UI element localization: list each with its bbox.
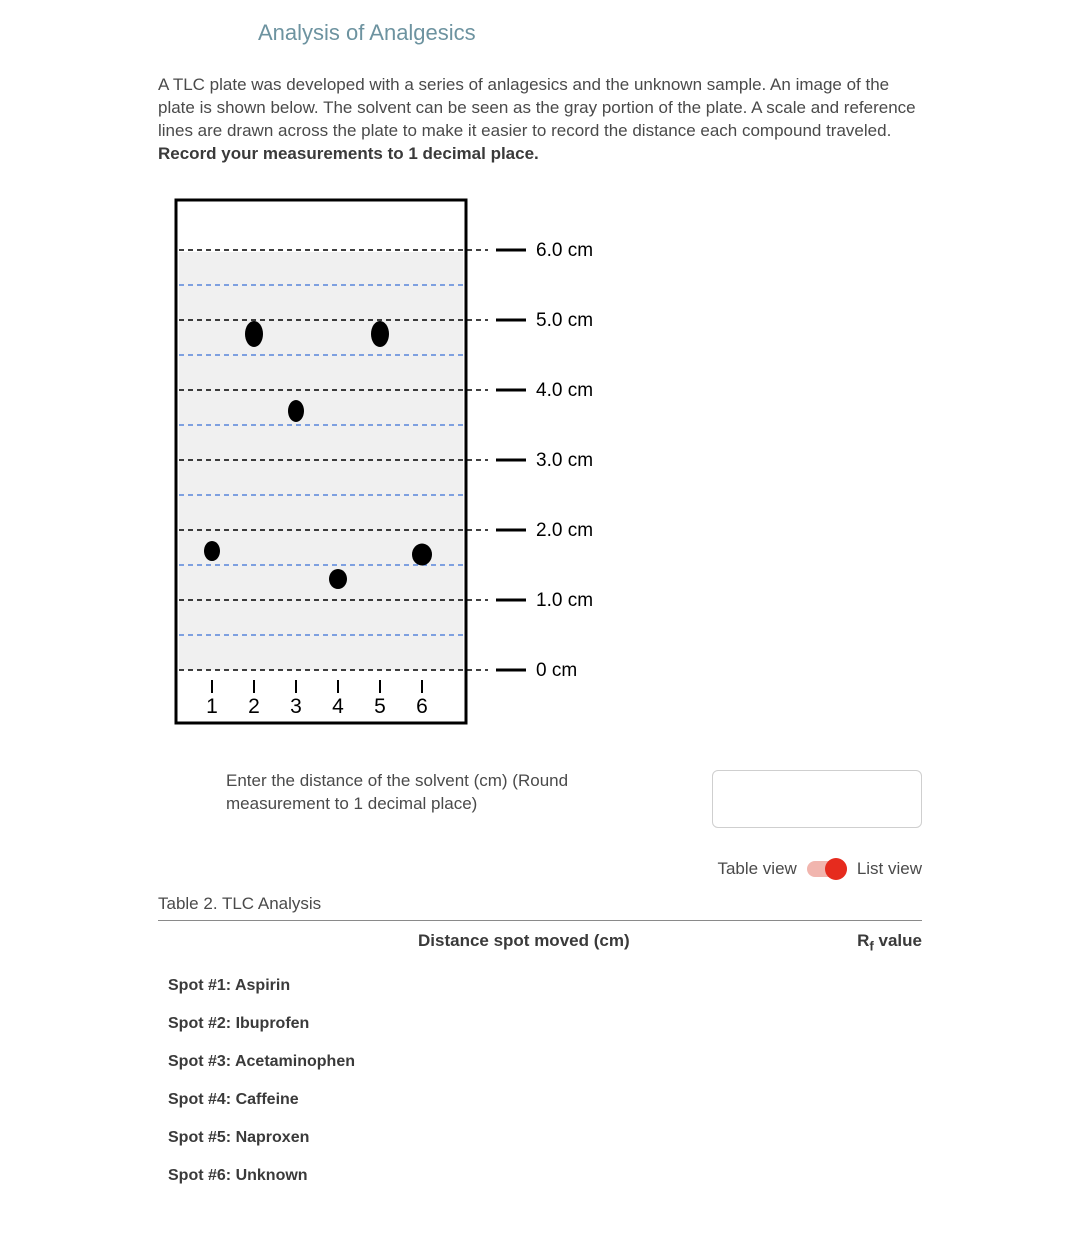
svg-text:5: 5 <box>374 695 386 718</box>
solvent-distance-input[interactable] <box>712 770 922 828</box>
table-caption: Table 2. TLC Analysis <box>158 894 922 914</box>
table-header-row: Distance spot moved (cm) Rf value <box>158 921 922 967</box>
table-view-label: Table view <box>717 859 796 879</box>
table-row: Spot #5: Naproxen <box>158 1119 922 1157</box>
intro-paragraph: A TLC plate was developed with a series … <box>158 74 922 166</box>
table-row: Spot #4: Caffeine <box>158 1081 922 1119</box>
intro-text: A TLC plate was developed with a series … <box>158 75 916 140</box>
page-title: Analysis of Analgesics <box>258 20 922 46</box>
tlc-plate-diagram: 0 cm 1.0 cm 2.0 cm 3.0 cm 4.0 cm 5.0 cm 6.0 cm… <box>166 190 636 730</box>
tlc-plate-svg: 0 cm 1.0 cm 2.0 cm 3.0 cm 4.0 cm 5.0 cm 6.0 cm… <box>166 190 636 730</box>
table-header-rf: Rf value <box>812 931 922 953</box>
table-row: Spot #3: Acetaminophen <box>158 1043 922 1081</box>
svg-text:2: 2 <box>248 695 260 718</box>
table-header-blank <box>158 931 418 953</box>
svg-text:3: 3 <box>290 695 302 718</box>
svg-text:4: 4 <box>332 695 344 718</box>
table-row: Spot #1: Aspirin <box>158 967 922 1005</box>
svg-text:2.0 cm: 2.0 cm <box>536 520 593 541</box>
svg-text:6.0 cm: 6.0 cm <box>536 240 593 261</box>
table-row: Spot #6: Unknown <box>158 1157 922 1195</box>
list-view-label: List view <box>857 859 922 879</box>
view-toggle[interactable] <box>807 858 847 880</box>
table-row: Spot #2: Ibuprofen <box>158 1005 922 1043</box>
intro-bold: Record your measurements to 1 decimal pl… <box>158 144 539 163</box>
question-text: Enter the distance of the solvent (cm) (… <box>226 770 586 816</box>
svg-text:6: 6 <box>416 695 428 718</box>
svg-text:1: 1 <box>206 695 218 718</box>
table-body: Spot #1: AspirinSpot #2: IbuprofenSpot #… <box>158 967 922 1195</box>
svg-text:4.0 cm: 4.0 cm <box>536 380 593 401</box>
svg-text:5.0 cm: 5.0 cm <box>536 310 593 331</box>
table-header-distance: Distance spot moved (cm) <box>418 931 812 953</box>
svg-text:1.0 cm: 1.0 cm <box>536 590 593 611</box>
toggle-knob <box>825 858 847 880</box>
svg-text:3.0 cm: 3.0 cm <box>536 450 593 471</box>
svg-text:0 cm: 0 cm <box>536 660 577 681</box>
